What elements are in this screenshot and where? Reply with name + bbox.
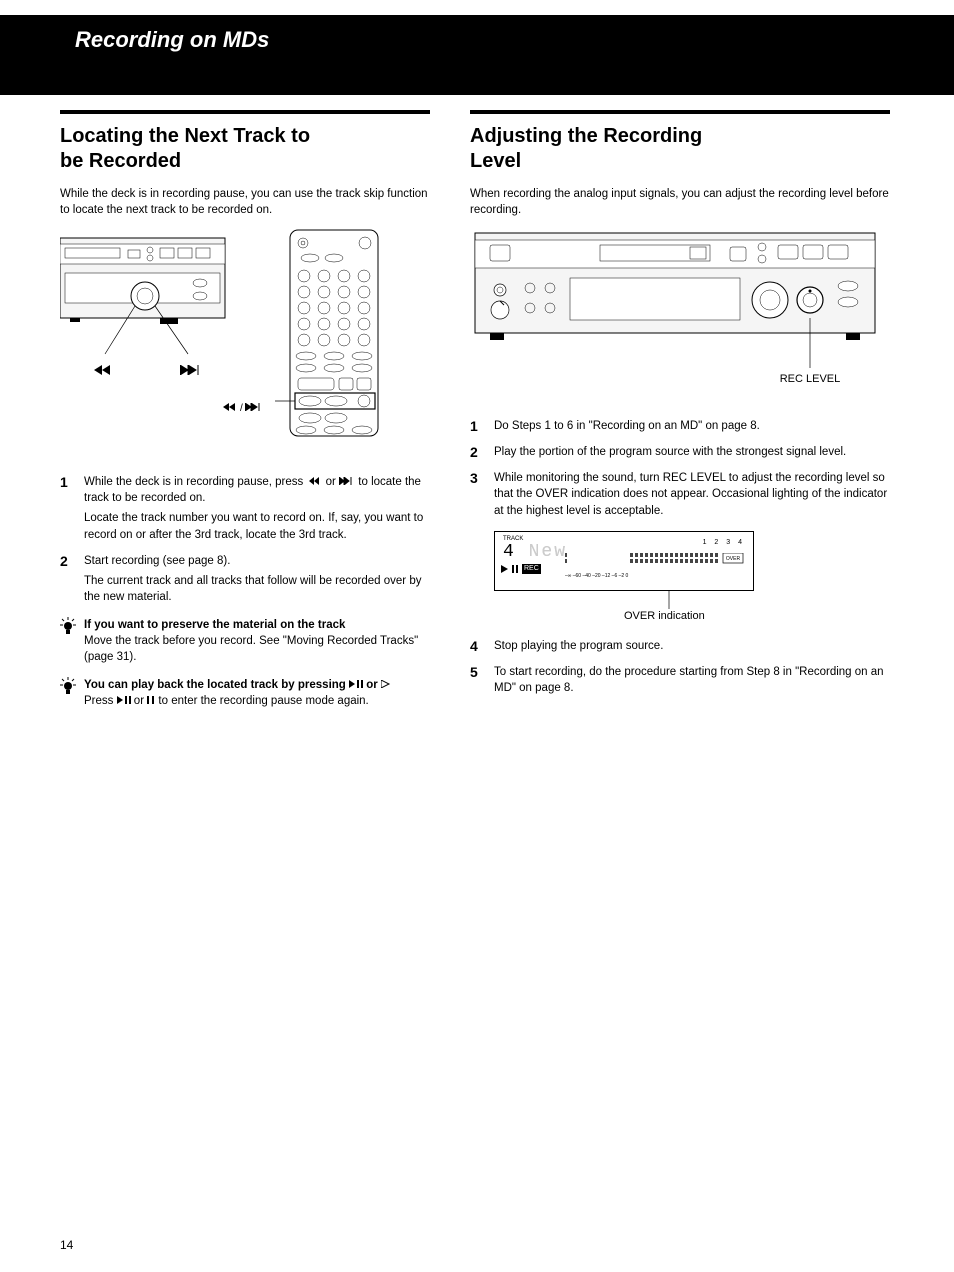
section-header-text: Recording on MDs <box>0 15 954 65</box>
play-indicator-icon <box>501 565 509 573</box>
play-pause-icon <box>349 677 363 693</box>
step-number: 1 <box>60 474 74 542</box>
step-body: Start recording (see page 8). The curren… <box>84 553 430 605</box>
tip-text: to enter the recording pause mode again. <box>158 695 368 707</box>
page-number: 14 <box>60 1238 73 1252</box>
svg-text:OVER: OVER <box>726 556 741 562</box>
step-text: Start recording (see page 8). <box>84 553 430 569</box>
deck-svg <box>60 228 230 363</box>
step-2: 2 Start recording (see page 8). The curr… <box>60 553 430 605</box>
track-title: New <box>529 542 567 562</box>
step-body: While monitoring the sound, turn REC LEV… <box>494 470 890 624</box>
step-5: 5 To start recording, do the procedure s… <box>470 664 890 696</box>
pause-indicator-icon <box>512 565 519 573</box>
rule <box>470 110 890 114</box>
step-text: Stop playing the program source. <box>494 638 890 654</box>
tip-text: Press <box>84 695 117 707</box>
full-deck-svg: REC LEVEL <box>470 228 880 388</box>
step-text: Do Steps 1 to 6 in "Recording on an MD" … <box>494 418 890 434</box>
step-2: 2 Play the portion of the program source… <box>470 444 890 460</box>
over-callout-text: OVER indication <box>624 609 890 624</box>
tip-lightbulb-icon <box>60 617 76 665</box>
play-icon <box>381 677 391 693</box>
step-detail: The current track and all tracks that fo… <box>84 573 430 605</box>
remote-skip-label: / <box>220 403 330 414</box>
play-pause-icon <box>117 693 131 709</box>
tip-text: Move the track before you record. See "M… <box>84 635 418 663</box>
tip-heading-text: You can play back the located track by p… <box>84 679 349 691</box>
tip-heading-text: or <box>366 679 381 691</box>
rec-level-callout: REC LEVEL <box>780 373 841 385</box>
title-line: Locating the Next Track to <box>60 125 310 147</box>
step-number: 3 <box>470 470 484 624</box>
tip-body: You can play back the located track by p… <box>84 677 430 709</box>
full-deck-illustration: REC LEVEL <box>470 228 890 393</box>
tip-heading: If you want to preserve the material on … <box>84 619 345 631</box>
step-detail: Locate the track number you want to reco… <box>84 510 430 542</box>
title-line: Level <box>470 150 521 172</box>
illustration-row: / <box>60 228 430 454</box>
left-title: Locating the Next Track to be Recorded <box>60 124 430 174</box>
step-number: 2 <box>470 444 484 460</box>
step-3: 3 While monitoring the sound, turn REC L… <box>470 470 890 624</box>
step-number: 4 <box>470 638 484 654</box>
tip-body: If you want to preserve the material on … <box>84 617 430 665</box>
step-text: While the deck is in recording pause, pr… <box>84 476 303 488</box>
next-track-icon <box>180 362 200 380</box>
tip-block: You can play back the located track by p… <box>60 677 430 709</box>
section-header-bar: Recording on MDs <box>0 15 954 95</box>
intro-text: While the deck is in recording pause, yo… <box>60 186 430 218</box>
step-4: 4 Stop playing the program source. <box>470 638 890 654</box>
meter-scale: –∞ –60 –40 –20 –12 –6 –2 0 <box>565 573 745 580</box>
deck-illustration <box>60 228 230 380</box>
next-track-icon <box>339 474 355 490</box>
step-text: To start recording, do the procedure sta… <box>494 664 890 696</box>
step-text: Play the portion of the program source w… <box>494 444 890 460</box>
pause-icon <box>147 693 155 709</box>
step-body: While the deck is in recording pause, pr… <box>84 474 430 542</box>
right-column: Adjusting the Recording Level When recor… <box>470 110 890 706</box>
track-number: 4 <box>503 542 516 562</box>
remote-illustration: / <box>270 228 380 454</box>
intro-text: When recording the analog input signals,… <box>470 186 890 218</box>
tip-text: or <box>134 695 147 707</box>
prev-track-icon <box>90 362 110 380</box>
display-panel-wrap: TRACK 4 New 1 2 3 4 REC <box>494 531 890 624</box>
left-column: Locating the Next Track to be Recorded W… <box>60 110 430 720</box>
display-panel: TRACK 4 New 1 2 3 4 REC <box>494 531 754 591</box>
step-1: 1 While the deck is in recording pause, … <box>60 474 430 542</box>
tip-block: If you want to preserve the material on … <box>60 617 430 665</box>
title-line: Adjusting the Recording <box>470 125 702 147</box>
step-number: 2 <box>60 553 74 605</box>
title-line: be Recorded <box>60 150 181 172</box>
step-1: 1 Do Steps 1 to 6 in "Recording on an MD… <box>470 418 890 434</box>
prev-track-icon <box>306 474 322 490</box>
music-calendar: 1 2 3 4 <box>703 538 745 548</box>
rule <box>60 110 430 114</box>
step-number: 5 <box>470 664 484 696</box>
step-text: While monitoring the sound, turn REC LEV… <box>494 470 890 518</box>
rec-badge: REC <box>522 564 541 574</box>
tip-lightbulb-icon <box>60 677 76 709</box>
step-number: 1 <box>470 418 484 434</box>
right-title: Adjusting the Recording Level <box>470 124 890 174</box>
level-meter: OVER <box>565 553 745 567</box>
